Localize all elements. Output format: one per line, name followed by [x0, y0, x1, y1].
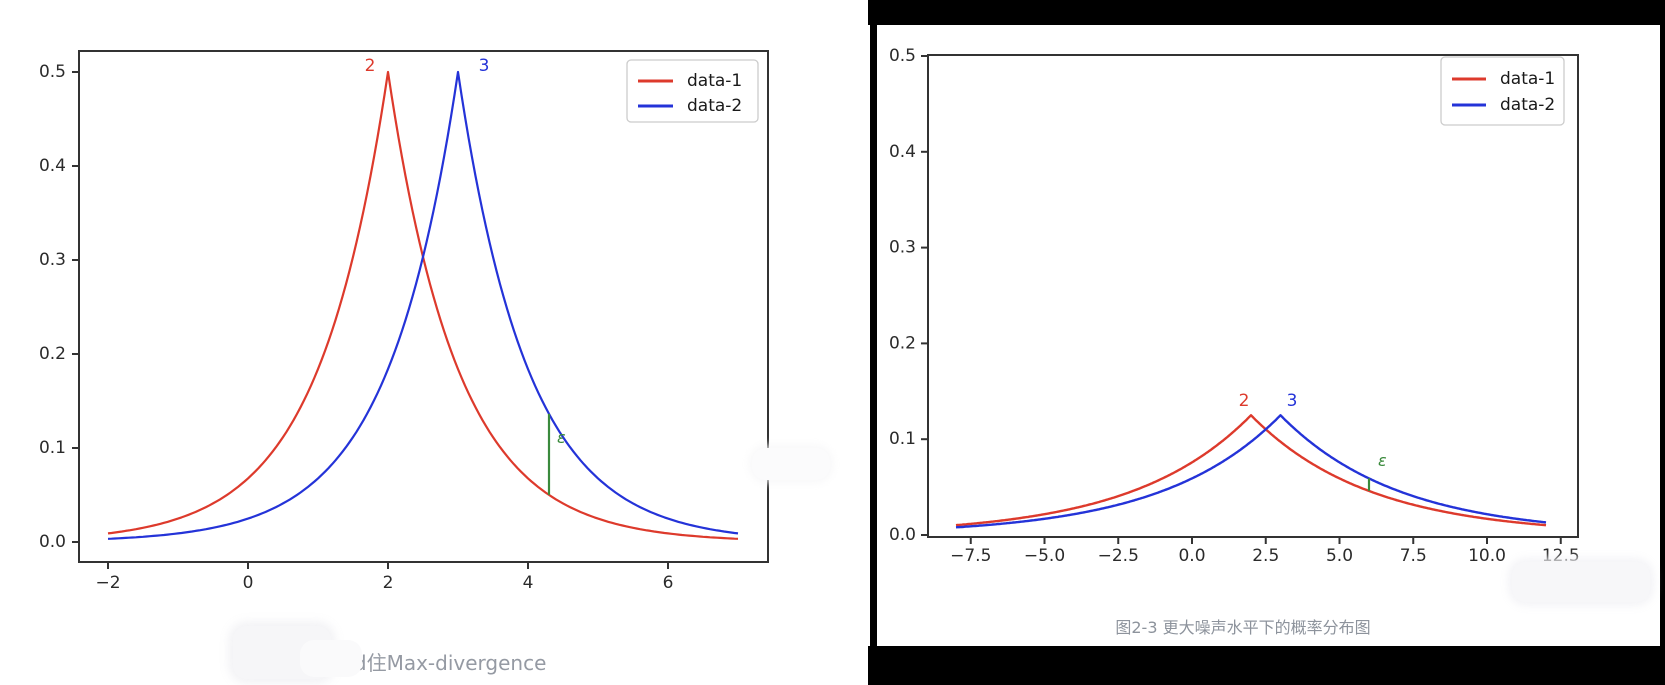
x-tick-label: −2.5: [1098, 546, 1139, 566]
x-tick-label: 0.0: [1178, 546, 1205, 566]
x-tick-label: −2: [95, 573, 120, 593]
x-tick-label: 6: [663, 573, 674, 593]
x-tick-label: 2: [383, 573, 394, 593]
letterbox-bottom-bar: [868, 646, 1665, 685]
right-distribution-plot-frame: [927, 54, 1579, 538]
left-distribution-plot-frame: [78, 50, 769, 563]
y-tick-label: 0.4: [889, 142, 916, 162]
peak-label-data-1: 2: [365, 56, 376, 76]
letterbox-left-border: [870, 0, 877, 685]
y-tick-label: 0.0: [889, 525, 916, 545]
blur-smudge: [752, 448, 830, 480]
x-tick-label: 2.5: [1252, 546, 1279, 566]
y-tick-label: 0.3: [889, 238, 916, 258]
y-tick-label: 0.4: [39, 156, 66, 176]
legend-label-data-1: data-1: [1500, 69, 1555, 89]
y-tick-label: 0.0: [39, 532, 66, 552]
blur-smudge: [1512, 562, 1650, 602]
x-tick-label: 0: [243, 573, 254, 593]
letterbox-right-border: [1660, 0, 1665, 685]
x-tick-label: 7.5: [1400, 546, 1427, 566]
curve-data-1: [107, 70, 739, 540]
letterbox-top-bar: [868, 0, 1665, 25]
x-tick-label: 5.0: [1326, 546, 1353, 566]
blur-smudge: [300, 640, 362, 677]
legend-label-data-2: data-2: [687, 96, 742, 116]
x-tick-label: 4: [523, 573, 534, 593]
curve-data-2: [107, 70, 739, 540]
epsilon-label: ε: [557, 428, 566, 447]
peak-label-data-1: 2: [1239, 391, 1250, 411]
y-tick-label: 0.1: [889, 429, 916, 449]
left-chart-caption: bound住Max-divergence: [303, 651, 547, 675]
legend-label-data-1: data-1: [687, 71, 742, 91]
peak-label-data-2: 3: [1287, 391, 1298, 411]
y-tick-label: 0.5: [889, 46, 916, 66]
curve-data-1: [955, 414, 1547, 527]
x-tick-label: 10.0: [1468, 546, 1506, 566]
y-tick-label: 0.2: [39, 344, 66, 364]
y-tick-label: 0.2: [889, 333, 916, 353]
x-tick-label: −7.5: [950, 546, 991, 566]
legend-box: [1440, 56, 1565, 126]
curve-data-2: [955, 414, 1547, 529]
peak-label-data-2: 3: [479, 56, 490, 76]
y-tick-label: 0.3: [39, 250, 66, 270]
x-tick-label: 12.5: [1542, 546, 1580, 566]
y-tick-label: 0.5: [39, 62, 66, 82]
x-tick-label: −5.0: [1024, 546, 1065, 566]
legend-label-data-2: data-2: [1500, 95, 1555, 115]
y-tick-label: 0.1: [39, 438, 66, 458]
epsilon-label: ε: [1378, 451, 1387, 470]
right-chart-caption: 图2-3 更大噪声水平下的概率分布图: [1115, 618, 1371, 637]
